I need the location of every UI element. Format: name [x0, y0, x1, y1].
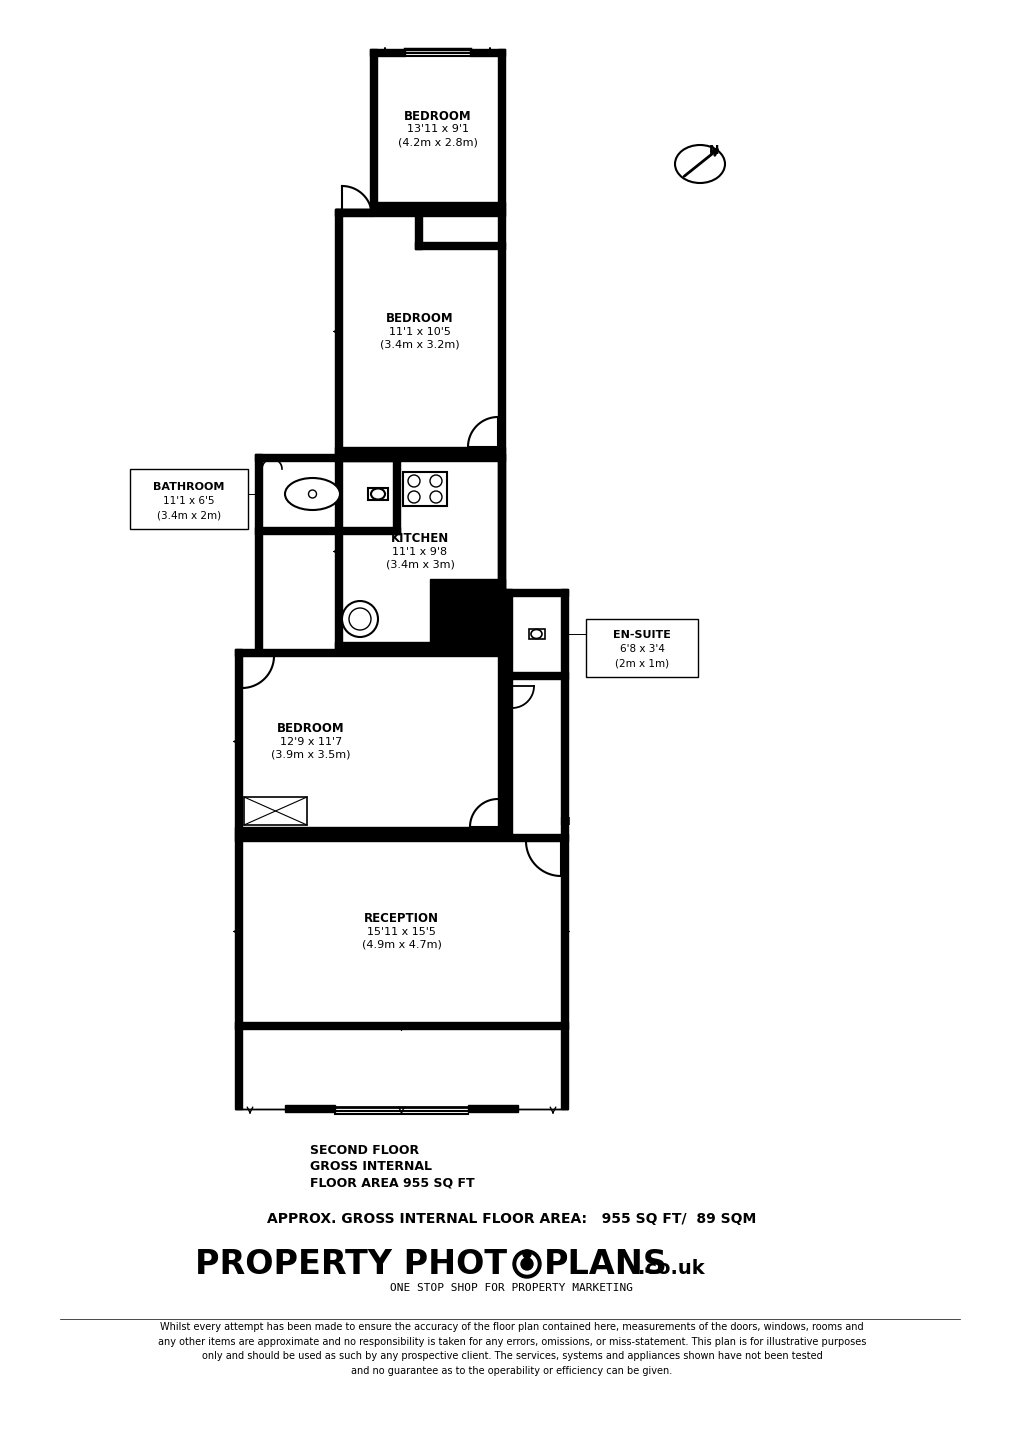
- Bar: [561, 680, 568, 835]
- Circle shape: [308, 490, 316, 498]
- Bar: [528, 629, 545, 639]
- Bar: [234, 1022, 568, 1029]
- Bar: [505, 588, 512, 680]
- Text: 11'1 x 10'5: 11'1 x 10'5: [389, 326, 451, 336]
- Bar: [430, 580, 505, 649]
- Bar: [498, 649, 505, 835]
- Bar: [561, 1029, 568, 1108]
- Text: (2m x 1m): (2m x 1m): [615, 658, 669, 668]
- Text: FLOOR AREA 955 SQ FT: FLOOR AREA 955 SQ FT: [310, 1177, 475, 1190]
- Bar: [234, 649, 505, 656]
- Text: BATHROOM: BATHROOM: [154, 483, 224, 493]
- Bar: [415, 242, 505, 249]
- Text: BEDROOM: BEDROOM: [403, 110, 471, 123]
- Text: 15'11 x 15'5: 15'11 x 15'5: [367, 926, 436, 936]
- Text: IN: IN: [559, 817, 570, 827]
- Text: RECEPTION: RECEPTION: [364, 911, 439, 924]
- Text: 11'1 x 9'8: 11'1 x 9'8: [392, 546, 447, 556]
- Bar: [335, 209, 505, 216]
- Bar: [370, 49, 377, 209]
- Ellipse shape: [371, 488, 385, 500]
- Bar: [234, 835, 568, 840]
- Text: N: N: [709, 143, 719, 156]
- Circle shape: [408, 491, 420, 503]
- Text: BEDROOM: BEDROOM: [386, 312, 454, 325]
- Bar: [498, 454, 505, 649]
- Bar: [335, 209, 342, 454]
- Circle shape: [521, 1258, 534, 1269]
- Bar: [335, 454, 342, 649]
- Bar: [255, 454, 262, 535]
- Bar: [234, 835, 242, 1029]
- Bar: [234, 1029, 242, 1108]
- Bar: [370, 49, 406, 57]
- Bar: [415, 209, 422, 249]
- Text: (3.4m x 3m): (3.4m x 3m): [386, 559, 455, 569]
- Text: EN-SUITE: EN-SUITE: [613, 630, 671, 640]
- Bar: [285, 1106, 335, 1111]
- Bar: [561, 588, 568, 680]
- Bar: [234, 649, 242, 835]
- Bar: [403, 472, 447, 506]
- Ellipse shape: [675, 145, 725, 183]
- Circle shape: [408, 475, 420, 487]
- Text: PLANS: PLANS: [544, 1248, 668, 1281]
- Text: 6'8 x 3'4: 6'8 x 3'4: [620, 643, 665, 653]
- Text: 12'9 x 11'7: 12'9 x 11'7: [280, 736, 342, 746]
- Bar: [505, 588, 568, 596]
- Text: Whilst every attempt has been made to ensure the accuracy of the floor plan cont: Whilst every attempt has been made to en…: [158, 1321, 866, 1377]
- Text: (3.4m x 2m): (3.4m x 2m): [157, 510, 221, 520]
- Text: 11'1 x 6'5: 11'1 x 6'5: [163, 496, 215, 506]
- Bar: [255, 527, 400, 535]
- Text: KITCHEN: KITCHEN: [391, 532, 450, 545]
- Circle shape: [349, 609, 371, 630]
- Circle shape: [430, 491, 442, 503]
- Bar: [244, 797, 307, 824]
- Ellipse shape: [531, 629, 542, 639]
- Circle shape: [342, 601, 378, 638]
- Bar: [393, 454, 400, 535]
- Text: PROPERTY PHOT: PROPERTY PHOT: [195, 1248, 507, 1281]
- Text: 13'11 x 9'1: 13'11 x 9'1: [407, 125, 469, 133]
- Text: BEDROOM: BEDROOM: [276, 722, 345, 735]
- Bar: [234, 827, 505, 835]
- Circle shape: [523, 1250, 531, 1258]
- Text: (4.2m x 2.8m): (4.2m x 2.8m): [397, 138, 477, 146]
- Bar: [505, 680, 512, 835]
- Text: (3.9m x 3.5m): (3.9m x 3.5m): [271, 749, 350, 759]
- Bar: [335, 642, 505, 649]
- Bar: [561, 835, 568, 1029]
- Text: APPROX. GROSS INTERNAL FLOOR AREA:   955 SQ FT/  89 SQM: APPROX. GROSS INTERNAL FLOOR AREA: 955 S…: [267, 1211, 757, 1226]
- Ellipse shape: [285, 478, 340, 510]
- Bar: [498, 49, 505, 209]
- Bar: [505, 672, 568, 680]
- Text: (4.9m x 4.7m): (4.9m x 4.7m): [361, 939, 441, 949]
- Bar: [370, 201, 505, 209]
- Bar: [335, 446, 505, 454]
- Bar: [368, 488, 388, 500]
- Text: SECOND FLOOR: SECOND FLOOR: [310, 1145, 419, 1156]
- Bar: [255, 454, 400, 461]
- Circle shape: [517, 1253, 537, 1274]
- Circle shape: [513, 1250, 541, 1278]
- Bar: [468, 1106, 518, 1111]
- Text: ONE STOP SHOP FOR PROPERTY MARKETING: ONE STOP SHOP FOR PROPERTY MARKETING: [390, 1282, 634, 1293]
- Bar: [498, 209, 505, 454]
- Bar: [335, 454, 505, 461]
- Text: (3.4m x 3.2m): (3.4m x 3.2m): [380, 339, 460, 349]
- Circle shape: [430, 475, 442, 487]
- Bar: [255, 535, 262, 649]
- Bar: [130, 469, 248, 529]
- Bar: [498, 454, 505, 649]
- Bar: [470, 49, 505, 57]
- Text: GROSS INTERNAL: GROSS INTERNAL: [310, 1161, 432, 1174]
- Text: .co.uk: .co.uk: [638, 1259, 705, 1278]
- Bar: [586, 619, 698, 677]
